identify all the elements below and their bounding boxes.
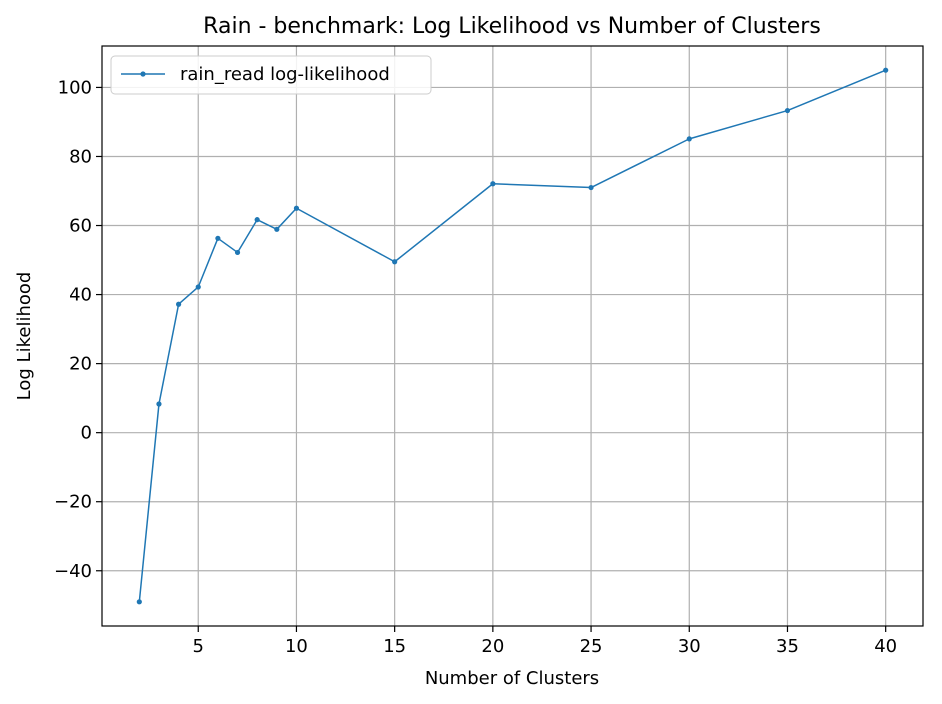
data-point [176, 301, 182, 307]
data-point [195, 284, 201, 290]
x-tick-label: 40 [874, 636, 897, 657]
data-point [274, 226, 280, 232]
series-layer [136, 67, 889, 605]
x-tick-label: 15 [383, 636, 406, 657]
data-point [490, 181, 496, 187]
data-point [883, 67, 889, 73]
data-point [234, 249, 241, 256]
x-tick-label: 10 [285, 636, 308, 657]
data-point [392, 259, 398, 265]
legend-box [110, 55, 432, 95]
y-axis-label: Log Likelihood [14, 272, 35, 401]
legend-series-marker [140, 71, 146, 77]
data-point [254, 217, 260, 223]
y-tick-label: 0 [81, 423, 92, 444]
legend: rain_read log-likelihood [110, 55, 432, 95]
x-tick-label: 35 [776, 636, 799, 657]
data-point [686, 136, 692, 142]
data-point [136, 599, 142, 605]
y-tick-label: 100 [58, 77, 92, 98]
plot-frame [101, 45, 924, 627]
legend-series-label: rain_read log-likelihood [180, 64, 390, 85]
chart-title: Rain - benchmark: Log Likelihood vs Numb… [203, 14, 821, 39]
y-tick-label: 60 [69, 216, 92, 237]
grid-layer [102, 46, 923, 626]
x-tick-label: 20 [481, 636, 504, 657]
x-tick-label: 25 [580, 636, 603, 657]
data-point [156, 401, 162, 407]
x-axis-label: Number of Clusters [425, 668, 599, 689]
y-tick-label: 80 [69, 146, 92, 167]
y-tick-label: 40 [69, 285, 92, 306]
data-point [784, 107, 791, 114]
y-tick-label: −20 [54, 492, 92, 513]
data-point [588, 184, 594, 191]
data-point [215, 235, 221, 241]
tick-layer: 5 10 15 20 25 30 35 40 −40 −20 0 20 40 60 80 100 [54, 77, 897, 657]
data-point [293, 205, 300, 211]
x-tick-label: 30 [678, 636, 701, 657]
y-tick-label: −40 [54, 561, 92, 582]
y-tick-label: 20 [69, 354, 92, 375]
x-tick-label: 5 [193, 636, 204, 657]
